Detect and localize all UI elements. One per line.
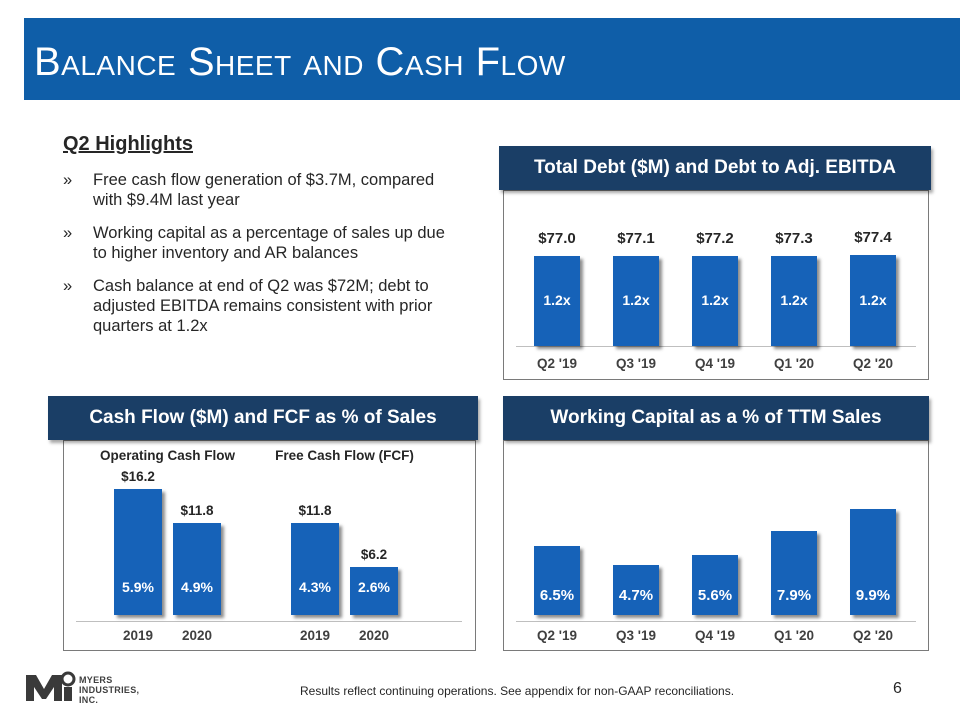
working-capital-bar: 9.9% <box>850 509 896 615</box>
cashflow-category-label: 2019 <box>299 628 331 643</box>
cashflow-chart-title: Cash Flow ($M) and FCF as % of Sales <box>48 396 478 440</box>
cashflow-chart-panel: Operating Cash Flow 5.9% $16.2 2019 4.9% $11.… <box>63 440 476 651</box>
working-capital-value-label: 5.6% <box>697 586 733 604</box>
debt-ratio-label: 1.2x <box>622 291 650 308</box>
debt-ratio-label: 1.2x <box>859 291 887 308</box>
debt-chart-axis <box>516 346 916 347</box>
bullet-text: Working capital as a percentage of sales… <box>93 224 445 262</box>
logo-text-line: INDUSTRIES, <box>79 685 140 695</box>
debt-category-label: Q4 '19 <box>695 356 735 371</box>
cashflow-pct-label: 5.9% <box>122 579 154 595</box>
debt-value-label: $77.1 <box>617 229 655 247</box>
debt-ratio-label: 1.2x <box>701 291 729 308</box>
debt-chart-title: Total Debt ($M) and Debt to Adj. EBITDA <box>499 146 931 190</box>
debt-bar: 1.2x <box>771 255 817 346</box>
title-banner: Balance Sheet and Cash Flow <box>24 18 960 100</box>
debt-bar: 1.2x <box>534 255 580 346</box>
footer-note: Results reflect continuing operations. S… <box>300 684 735 698</box>
debt-category-label: Q2 '20 <box>853 356 893 371</box>
highlight-bullet: » Cash balance at end of Q2 was $72M; de… <box>63 276 463 336</box>
working-capital-bar: 7.9% <box>771 530 817 615</box>
debt-value-label: $77.2 <box>696 229 734 247</box>
debt-category-label: Q1 '20 <box>774 356 814 371</box>
bullet-text: Free cash flow generation of $3.7M, comp… <box>93 171 435 209</box>
working-capital-bar: 5.6% <box>692 555 738 615</box>
cashflow-category-label: 2019 <box>122 628 154 643</box>
page-number: 6 <box>893 680 902 697</box>
logo-text-line: INC. <box>79 695 99 705</box>
debt-category-label: Q3 '19 <box>616 356 656 371</box>
bullet-mark: » <box>63 277 73 295</box>
working-capital-bar: 4.7% <box>613 564 659 615</box>
page-title: Balance Sheet and Cash Flow <box>34 40 566 84</box>
working-capital-chart-title: Working Capital as a % of TTM Sales <box>503 396 929 440</box>
cashflow-pct-label: 4.9% <box>181 578 213 595</box>
cashflow-value-label: $16.2 <box>121 469 155 484</box>
working-capital-value-label: 7.9% <box>776 586 812 604</box>
cashflow-group-label: Operating Cash Flow <box>99 448 235 463</box>
cashflow-category-label: 2020 <box>181 628 213 643</box>
debt-bar: 1.2x <box>850 255 896 346</box>
bullet-mark: » <box>63 171 73 189</box>
bullet-mark: » <box>63 224 73 242</box>
working-capital-value-label: 6.5% <box>539 586 575 604</box>
working-capital-category-label: Q2 '20 <box>853 628 893 643</box>
debt-bar: 1.2x <box>692 255 738 346</box>
debt-value-label: $77.0 <box>538 229 576 247</box>
working-capital-value-label: 9.9% <box>855 586 891 604</box>
cashflow-bar: 2.6% <box>350 566 398 615</box>
debt-value-label: $77.4 <box>854 229 892 247</box>
debt-bar: 1.2x <box>613 255 659 346</box>
myers-industries-logo: MYERS INDUSTRIES, INC. <box>24 669 154 705</box>
working-capital-category-label: Q3 '19 <box>616 628 656 643</box>
working-capital-category-label: Q4 '19 <box>695 628 735 643</box>
cashflow-value-label: $11.8 <box>298 503 332 519</box>
highlight-bullet: » Free cash flow generation of $3.7M, co… <box>63 170 463 210</box>
myers-logo-mark-icon <box>26 671 76 701</box>
debt-ratio-label: 1.2x <box>780 291 808 308</box>
debt-chart-panel: 1.2x $77.0 Q2 '19 1.2x $77.1 Q3 '19 1.2x $77.2 Q… <box>503 190 929 380</box>
cashflow-value-label: $11.8 <box>180 503 214 519</box>
cashflow-value-label: $6.2 <box>360 546 388 562</box>
debt-category-label: Q2 '19 <box>537 356 577 371</box>
cashflow-bar: 5.9% <box>114 489 162 615</box>
debt-ratio-label: 1.2x <box>543 291 571 308</box>
cashflow-pct-label: 4.3% <box>299 578 331 595</box>
highlights-heading: Q2 Highlights <box>63 133 193 155</box>
working-capital-value-label: 4.7% <box>618 586 654 604</box>
cashflow-bar: 4.3% <box>291 523 339 615</box>
cashflow-bar: 4.9% <box>173 523 221 615</box>
bullet-text: Cash balance at end of Q2 was $72M; debt… <box>93 277 433 335</box>
logo-text-line: MYERS <box>79 675 113 685</box>
highlights-section: Q2 Highlights » Free cash flow generatio… <box>63 133 463 349</box>
cashflow-group-label: Free Cash Flow (FCF) <box>275 448 414 463</box>
cashflow-chart-axis <box>76 621 462 622</box>
cashflow-category-label: 2020 <box>358 628 390 643</box>
working-capital-chart-panel: 6.5% Q2 '19 4.7% Q3 '19 5.6% Q4 '19 7.9% Q1 '20… <box>503 440 929 651</box>
working-capital-category-label: Q1 '20 <box>774 628 814 643</box>
debt-value-label: $77.3 <box>775 229 813 247</box>
working-capital-category-label: Q2 '19 <box>537 628 577 643</box>
working-capital-chart-axis <box>516 621 916 622</box>
working-capital-bar: 6.5% <box>534 545 580 615</box>
highlight-bullet: » Working capital as a percentage of sal… <box>63 223 463 263</box>
cashflow-pct-label: 2.6% <box>358 578 390 595</box>
